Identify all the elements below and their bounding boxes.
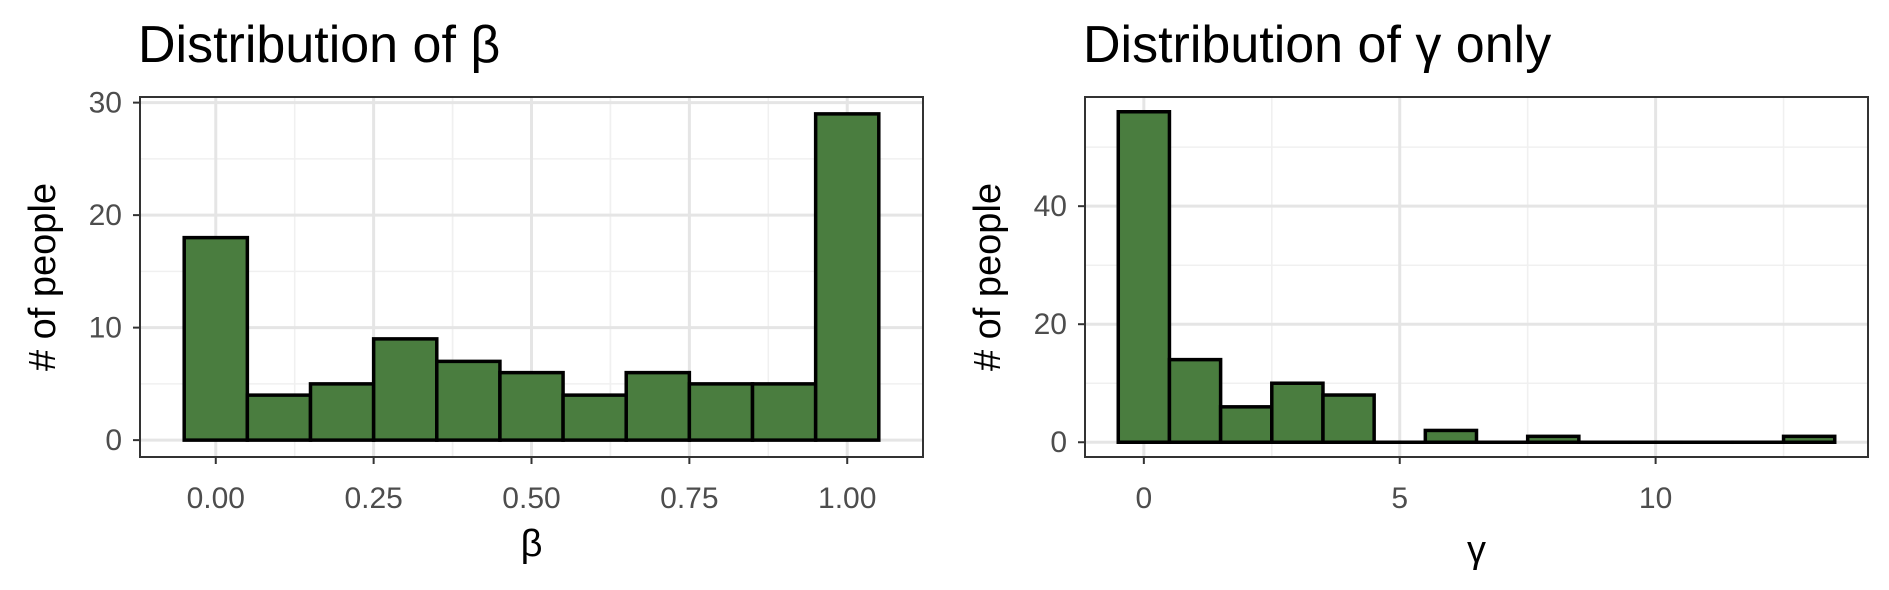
y-axis-title: # of people (22, 183, 64, 371)
y-tick-label: 0 (1050, 426, 1067, 459)
y-tick-label: 20 (89, 199, 122, 232)
beta-histogram-chart: Distribution of β 0 10 20 30 0.00 0.25 0.50 0.75… (22, 16, 924, 565)
y-tick-label: 20 (1034, 308, 1067, 341)
y-tick-label: 30 (89, 87, 122, 120)
histogram-bar (813, 112, 881, 442)
beta-histogram-panel: Distribution of β 0 10 20 30 0.00 0.25 0.50 0.75… (0, 0, 944, 590)
y-axis-title: # of people (967, 183, 1009, 371)
histogram-bar (1525, 434, 1581, 444)
histogram-bar (1423, 428, 1479, 444)
chart-title: Distribution of γ only (1083, 16, 1551, 74)
histogram-bar (498, 370, 565, 442)
x-tick-label: 0.75 (660, 482, 718, 515)
x-tick-label: 1.00 (818, 482, 876, 515)
histogram-bar (1167, 357, 1223, 444)
histogram-bar (1781, 434, 1837, 444)
histogram-bar (1116, 110, 1172, 444)
histogram-bar (182, 235, 250, 442)
x-tick-label: 5 (1391, 482, 1408, 515)
x-tick-label: 0.00 (187, 482, 245, 515)
histogram-bar (1218, 405, 1274, 444)
histogram-bar (308, 382, 376, 442)
histogram-bar (624, 370, 692, 442)
histogram-bar (1321, 393, 1376, 444)
histogram-bar (245, 393, 313, 442)
y-tick-label: 10 (89, 312, 122, 345)
histogram-bar (1270, 381, 1325, 444)
histogram-bar (371, 337, 439, 442)
histogram-bar (561, 393, 628, 442)
x-tick-label: 0.25 (344, 482, 402, 515)
gamma-histogram-panel: Distribution of γ only 0 20 40 0 5 10 γ # of peo… (945, 0, 1889, 590)
x-tick-label: 10 (1639, 482, 1672, 515)
histogram-bar (687, 382, 755, 442)
plot-border (1084, 96, 1869, 458)
histogram-bar (750, 382, 818, 442)
x-axis-title: β (521, 523, 543, 565)
x-axis-title: γ (1467, 529, 1486, 571)
chart-title: Distribution of β (138, 16, 500, 74)
gamma-histogram-chart: Distribution of γ only 0 20 40 0 5 10 γ # of peo… (967, 16, 1869, 571)
y-tick-label: 0 (105, 424, 122, 457)
y-tick-label: 40 (1034, 190, 1067, 223)
x-tick-label: 0.50 (502, 482, 560, 515)
x-tick-label: 0 (1136, 482, 1153, 515)
histogram-bar (435, 359, 502, 442)
